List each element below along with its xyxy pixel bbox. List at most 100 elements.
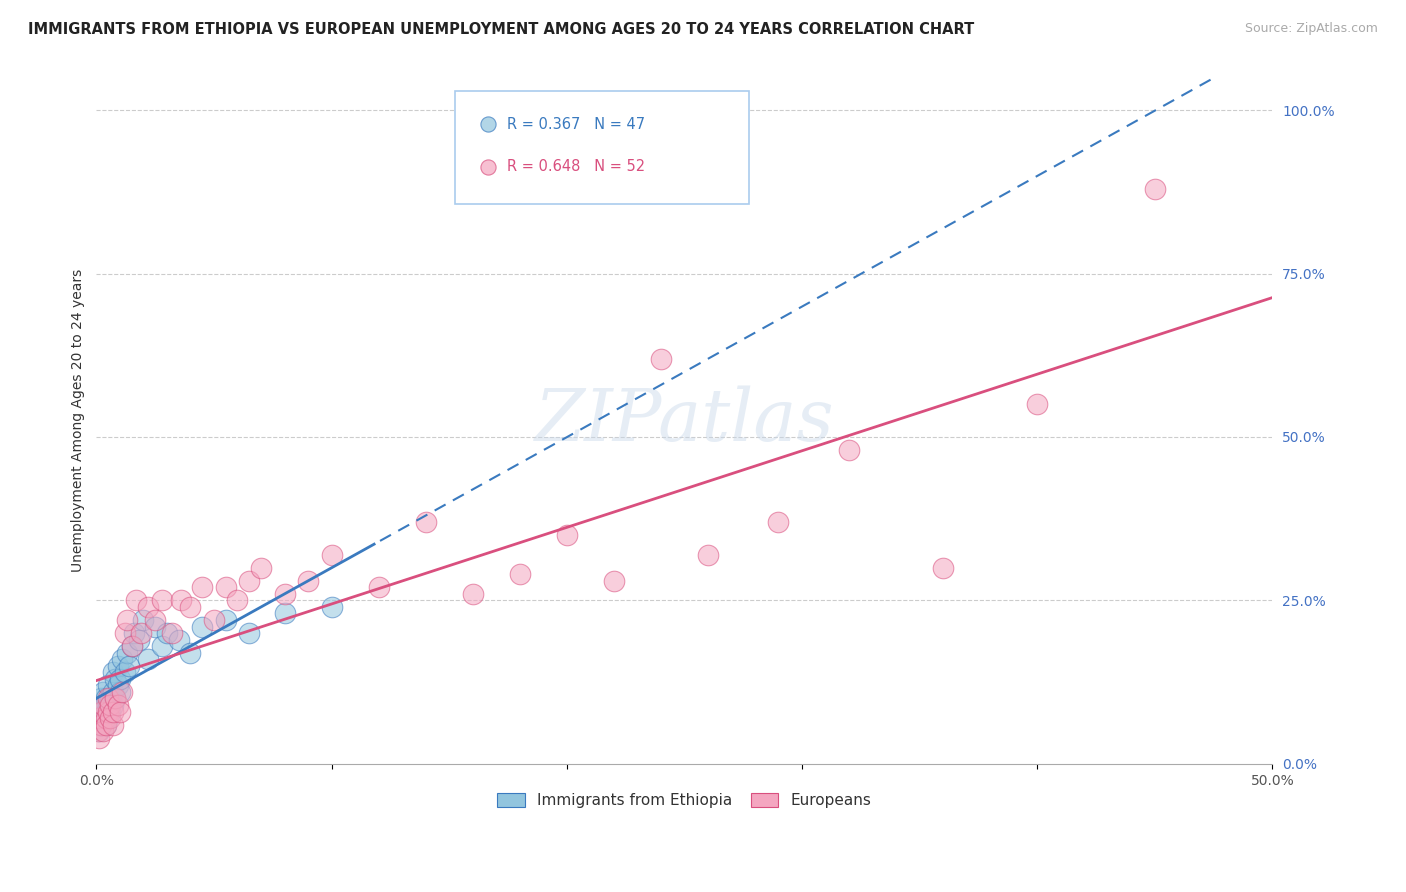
Text: ZIPatlas: ZIPatlas — [534, 385, 834, 456]
Point — [321, 599, 343, 614]
Text: R = 0.367   N = 47: R = 0.367 N = 47 — [506, 117, 645, 132]
Point — [150, 593, 173, 607]
Point — [101, 698, 124, 712]
Point — [838, 443, 860, 458]
Point — [121, 639, 143, 653]
Y-axis label: Unemployment Among Ages 20 to 24 years: Unemployment Among Ages 20 to 24 years — [72, 269, 86, 573]
Point — [107, 678, 129, 692]
Point — [90, 717, 112, 731]
Point — [104, 691, 127, 706]
Point — [108, 672, 131, 686]
Point — [215, 580, 238, 594]
Point — [108, 705, 131, 719]
Point — [108, 685, 131, 699]
Point — [93, 711, 115, 725]
Point — [114, 665, 136, 680]
Point — [90, 717, 112, 731]
Point — [215, 613, 238, 627]
Point — [104, 672, 127, 686]
Point — [101, 705, 124, 719]
Point — [90, 698, 112, 712]
Point — [93, 685, 115, 699]
Point — [87, 711, 110, 725]
Point — [93, 724, 115, 739]
Point — [238, 626, 260, 640]
Point — [143, 619, 166, 633]
Point — [90, 691, 112, 706]
Point — [297, 574, 319, 588]
Point — [93, 698, 115, 712]
Point — [226, 593, 249, 607]
Point — [170, 593, 193, 607]
Point — [367, 580, 389, 594]
Point — [136, 652, 159, 666]
Point — [100, 705, 122, 719]
Point — [91, 705, 114, 719]
Point — [191, 580, 214, 594]
Point — [603, 574, 626, 588]
Point — [94, 717, 117, 731]
Point — [97, 691, 120, 706]
Point — [125, 593, 148, 607]
Point — [87, 731, 110, 745]
Point — [115, 613, 138, 627]
Point — [1026, 397, 1049, 411]
Point — [89, 711, 111, 725]
Point — [167, 632, 190, 647]
Point — [509, 567, 531, 582]
Point — [100, 698, 122, 712]
Point — [156, 626, 179, 640]
Point — [100, 691, 122, 706]
Point — [150, 639, 173, 653]
Point — [107, 658, 129, 673]
Point — [100, 711, 122, 725]
Point — [132, 613, 155, 627]
Point — [111, 652, 134, 666]
Point — [768, 515, 790, 529]
Point — [93, 698, 115, 712]
Point — [86, 717, 108, 731]
Point — [869, 188, 891, 202]
FancyBboxPatch shape — [456, 91, 749, 204]
Point — [461, 587, 484, 601]
Point — [107, 698, 129, 712]
Point — [97, 705, 120, 719]
Point — [97, 698, 120, 712]
Point — [121, 639, 143, 653]
Point — [179, 646, 201, 660]
Point — [94, 711, 117, 725]
Point — [179, 599, 201, 614]
Point — [97, 711, 120, 725]
Legend: Immigrants from Ethiopia, Europeans: Immigrants from Ethiopia, Europeans — [491, 788, 877, 814]
Point — [118, 658, 141, 673]
Point — [94, 691, 117, 706]
Point — [869, 147, 891, 161]
Point — [90, 705, 112, 719]
Text: Source: ZipAtlas.com: Source: ZipAtlas.com — [1244, 22, 1378, 36]
Point — [86, 724, 108, 739]
Point — [101, 717, 124, 731]
Point — [555, 528, 578, 542]
Point — [129, 626, 152, 640]
Text: IMMIGRANTS FROM ETHIOPIA VS EUROPEAN UNEMPLOYMENT AMONG AGES 20 TO 24 YEARS CORR: IMMIGRANTS FROM ETHIOPIA VS EUROPEAN UNE… — [28, 22, 974, 37]
Point — [101, 685, 124, 699]
Point — [122, 626, 145, 640]
Point — [94, 705, 117, 719]
Point — [191, 619, 214, 633]
Point — [115, 646, 138, 660]
Point — [101, 665, 124, 680]
Point — [136, 599, 159, 614]
Point — [104, 691, 127, 706]
Point — [650, 351, 672, 366]
Point — [273, 607, 295, 621]
Point — [94, 717, 117, 731]
Point — [160, 626, 183, 640]
Point — [238, 574, 260, 588]
Point — [273, 587, 295, 601]
Point — [143, 613, 166, 627]
Point — [415, 515, 437, 529]
Point — [321, 548, 343, 562]
Point — [97, 678, 120, 692]
Point — [696, 548, 718, 562]
Point — [128, 632, 150, 647]
